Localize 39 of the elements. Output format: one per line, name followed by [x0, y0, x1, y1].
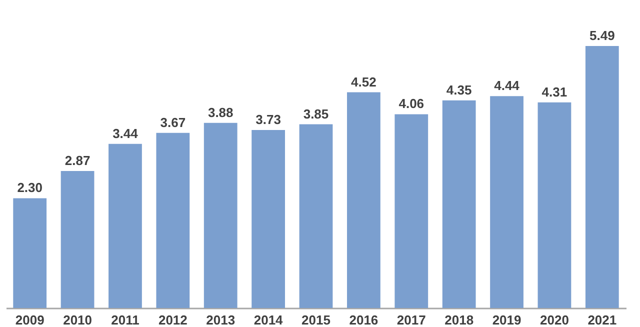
- bar: [490, 96, 524, 308]
- bar: [156, 132, 190, 308]
- bar: [347, 92, 380, 308]
- x-tick-label: 2013: [206, 312, 236, 327]
- data-label: 5.49: [590, 28, 615, 43]
- x-tick-label: 2020: [540, 312, 569, 327]
- x-tick-label: 2010: [63, 312, 92, 327]
- bar: [585, 46, 619, 308]
- data-label: 3.85: [303, 106, 329, 122]
- data-label: 3.67: [160, 114, 186, 130]
- bar: [108, 144, 142, 308]
- x-tick-label: 2011: [111, 312, 140, 327]
- x-tick-label: 2018: [444, 312, 474, 327]
- data-label: 4.06: [398, 96, 424, 112]
- bar: [204, 122, 238, 308]
- data-label: 2.87: [64, 153, 90, 168]
- x-tick-label: 2014: [254, 312, 284, 327]
- data-label: 4.52: [351, 74, 376, 90]
- x-tick-label: 2015: [302, 312, 330, 327]
- x-tick-label: 2012: [158, 312, 188, 327]
- bar: [442, 100, 476, 308]
- data-label: 4.31: [542, 84, 568, 100]
- x-tick-label: 2009: [15, 312, 44, 327]
- bar: [60, 171, 94, 308]
- data-label: 3.73: [256, 112, 281, 127]
- data-label: 3.88: [208, 104, 234, 120]
- x-tick-label: 2019: [492, 312, 522, 327]
- bar: [394, 114, 428, 308]
- data-label: 3.44: [112, 126, 139, 141]
- bar: [538, 102, 572, 308]
- x-tick-label: 2017: [396, 312, 426, 327]
- data-label: 4.35: [446, 82, 472, 98]
- bar: [13, 198, 47, 308]
- data-label: 4.44: [494, 78, 520, 94]
- x-tick-label: 2016: [349, 312, 378, 327]
- x-tick-label: 2021: [588, 312, 617, 327]
- bar: [252, 130, 285, 308]
- data-label: 2.30: [17, 180, 42, 196]
- bar: [299, 124, 333, 308]
